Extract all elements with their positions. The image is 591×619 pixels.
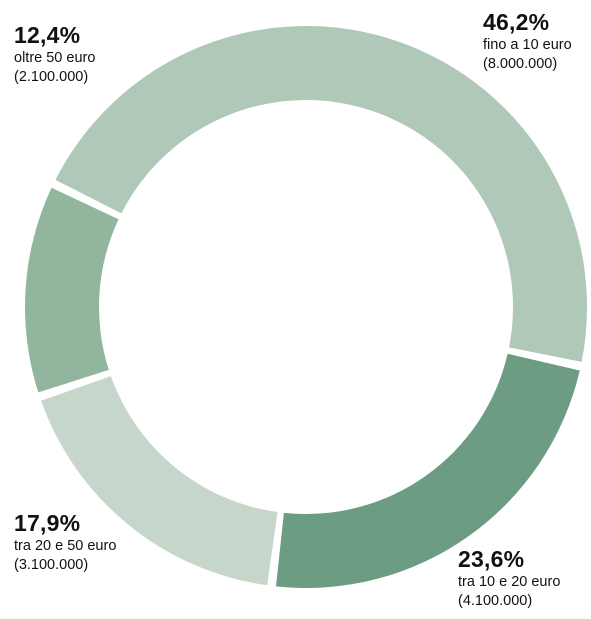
label-tra-20-e-50-euro: 17,9% tra 20 e 50 euro (3.100.000) <box>14 510 116 575</box>
donut-slice-0 <box>55 25 588 362</box>
percent-label: 23,6% <box>458 546 525 572</box>
donut-slice-3 <box>25 187 119 393</box>
percent-label: 17,9% <box>14 510 81 536</box>
count-label: (2.100.000) <box>14 69 89 85</box>
category-label: fino a 10 euro <box>483 37 572 53</box>
percent-label: 46,2% <box>483 9 550 35</box>
count-label: (8.000.000) <box>483 56 558 72</box>
count-label: (4.100.000) <box>458 593 533 609</box>
donut-slice-2 <box>41 376 278 586</box>
category-label: tra 10 e 20 euro <box>458 574 561 590</box>
label-oltre-50-euro: 12,4% oltre 50 euro (2.100.000) <box>14 22 95 87</box>
donut-slice-1 <box>276 353 580 588</box>
label-tra-10-e-20-euro: 23,6% tra 10 e 20 euro (4.100.000) <box>458 546 560 611</box>
percent-label: 12,4% <box>14 22 81 48</box>
category-label: tra 20 e 50 euro <box>14 538 117 554</box>
count-label: (3.100.000) <box>14 557 89 573</box>
label-fino-a-10-euro: 46,2% fino a 10 euro (8.000.000) <box>483 9 572 74</box>
category-label: oltre 50 euro <box>14 50 96 66</box>
